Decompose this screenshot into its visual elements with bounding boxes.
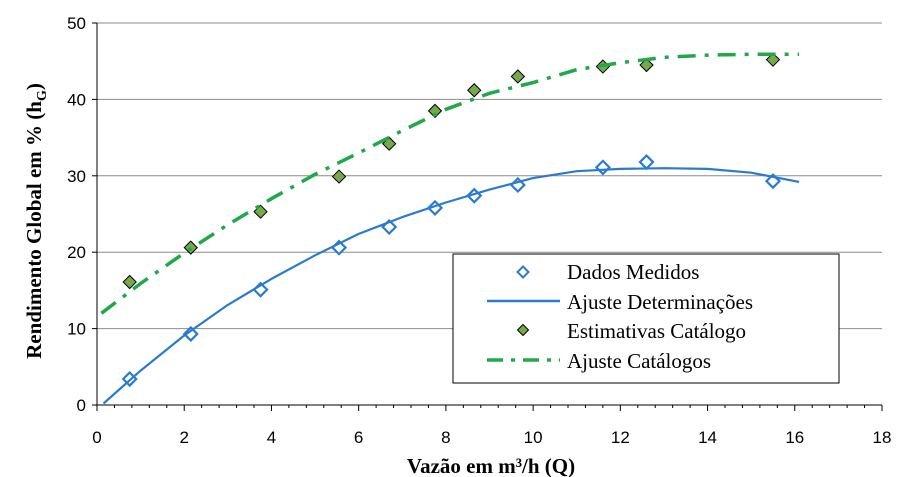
x-tick-label: 8 <box>441 428 450 447</box>
x-tick-label: 14 <box>698 428 717 447</box>
y-axis-title-close: ) <box>22 83 46 90</box>
legend-box <box>452 253 840 384</box>
x-axis-title: Vazão em m³/h (Q) <box>407 454 575 477</box>
x-tick-labels: 0 2 4 6 8 10 12 14 16 18 <box>92 428 891 447</box>
data-point-estimativas-catalogo <box>639 57 654 73</box>
y-tick-label: 50 <box>67 14 86 33</box>
data-point-dados-medidos <box>182 325 199 343</box>
x-tick-label: 0 <box>92 428 101 447</box>
data-point-estimativas-catalogo <box>765 52 781 67</box>
legend-label-ajuste-catalogos: Ajuste Catálogos <box>567 349 711 373</box>
x-tick-label: 16 <box>785 428 804 447</box>
legend-keys <box>487 265 560 362</box>
data-point-estimativas-catalogo <box>467 83 482 98</box>
x-tick-label: 4 <box>267 428 276 447</box>
data-point-estimativas-catalogo <box>331 169 347 184</box>
x-tick-label: 12 <box>611 428 630 447</box>
y-axis-title: Rendimento Global em % (hG) <box>22 83 50 359</box>
y-tick-label: 10 <box>67 320 86 339</box>
x-tick-label: 18 <box>873 428 892 447</box>
y-tick-label: 0 <box>77 396 86 415</box>
data-point-dados-medidos <box>638 153 655 171</box>
axes <box>92 22 883 411</box>
y-tick-labels: 0 10 20 30 40 50 <box>67 14 86 415</box>
legend-label-dados-medidos: Dados Medidos <box>567 260 699 284</box>
plot-area <box>100 52 800 405</box>
data-point-estimativas-catalogo <box>381 136 397 151</box>
data-point-estimativas-catalogo <box>122 274 137 290</box>
y-tick-label: 30 <box>67 167 86 186</box>
data-point-dados-medidos <box>594 159 611 176</box>
legend: Dados Medidos Ajuste Determinações Estim… <box>452 253 840 384</box>
legend-label-estimativas-catalogo: Estimativas Catálogo <box>567 319 746 343</box>
y-axis-title-subscript: G <box>35 90 50 101</box>
y-tick-label: 20 <box>67 243 86 262</box>
x-tick-label: 2 <box>179 428 188 447</box>
legend-label-ajuste-determinacoes: Ajuste Determinações <box>567 290 753 314</box>
x-tick-label: 10 <box>524 428 543 447</box>
x-tick-label: 6 <box>354 428 363 447</box>
series-line-ajuste-catalogos <box>100 52 800 315</box>
y-axis-title-main: Rendimento Global em % (h <box>22 101 46 359</box>
y-tick-label: 40 <box>67 90 86 109</box>
data-point-estimativas-catalogo <box>510 69 526 84</box>
data-point-estimativas-catalogo <box>427 103 443 119</box>
series-line-ajuste-determinacoes <box>102 167 800 405</box>
legend-key-marker <box>516 323 530 337</box>
legend-key-marker <box>516 265 530 279</box>
